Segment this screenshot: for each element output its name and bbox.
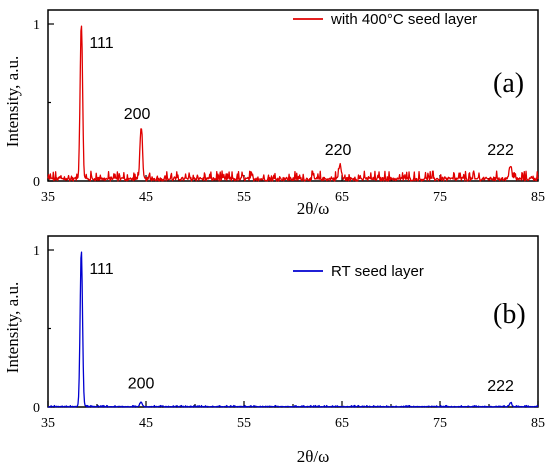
x-tick-label: 75 (433, 416, 447, 431)
legend-label: with 400°C seed layer (330, 11, 477, 28)
x-axis-title: 2θ/ω (297, 199, 330, 218)
x-tick-label: 45 (139, 416, 153, 431)
peak-label: 111 (89, 261, 113, 278)
x-tick-label: 75 (433, 190, 447, 205)
legend-label: RT seed layer (331, 263, 424, 280)
peak-label: 220 (325, 142, 352, 159)
plot-frame (47, 235, 539, 408)
chart-panel-b: 35 45 55 65 75 85 0 1 2θ/ω Intensity, a.u. (b) RT s… (3, 235, 545, 466)
y-tick-label: 0 (33, 401, 40, 416)
y-tick-label: 1 (33, 244, 40, 259)
peak-label: 111 (89, 35, 113, 52)
x-tick-label: 85 (531, 416, 545, 431)
y-axis-title: Intensity, a.u. (3, 282, 22, 373)
peak-label: 200 (124, 106, 151, 123)
peak-label: 222 (487, 142, 514, 159)
y-axis-title: Intensity, a.u. (3, 56, 22, 147)
y-tick-label: 1 (33, 18, 40, 33)
panel-label: (b) (493, 299, 526, 330)
series-line (47, 251, 539, 408)
chart-panel-a: 35 45 55 65 75 85 0 1 2θ/ω Intensity, a.u. (a) with… (3, 9, 545, 218)
x-tick-label: 55 (237, 190, 251, 205)
peak-label: 200 (128, 375, 155, 392)
peak-label: 222 (487, 378, 514, 395)
plot-frame (47, 9, 539, 182)
x-tick-label: 65 (335, 416, 349, 431)
y-tick-label: 0 (33, 175, 40, 190)
panel-label: (a) (493, 68, 524, 99)
x-tick-label: 65 (335, 190, 349, 205)
x-axis-title: 2θ/ω (297, 447, 330, 466)
x-tick-label: 35 (41, 416, 55, 431)
x-tick-label: 55 (237, 416, 251, 431)
series-line (47, 25, 539, 182)
x-tick-label: 35 (41, 190, 55, 205)
x-tick-label: 85 (531, 190, 545, 205)
x-tick-label: 45 (139, 190, 153, 205)
